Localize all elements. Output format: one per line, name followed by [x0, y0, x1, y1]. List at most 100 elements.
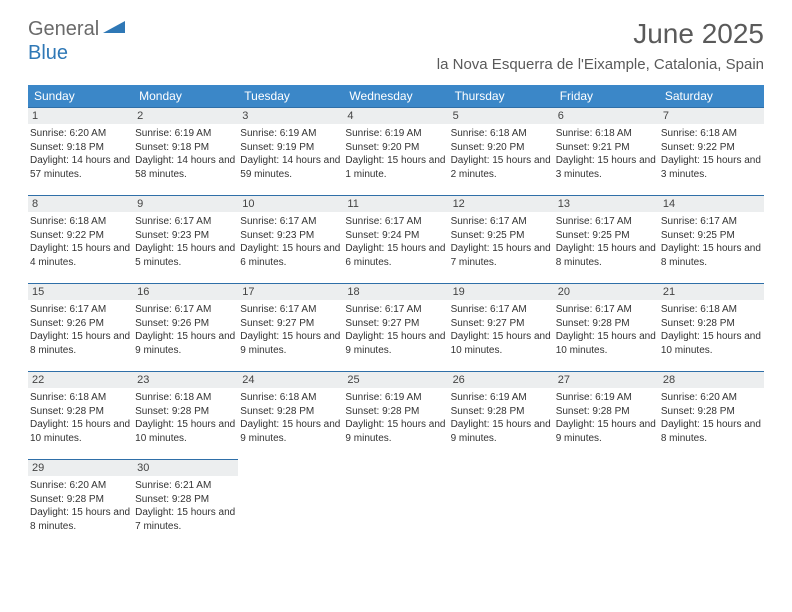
sunrise-text: Sunrise: 6:17 AM — [556, 215, 657, 229]
day-number: 7 — [659, 107, 764, 124]
day-details: Sunrise: 6:17 AMSunset: 9:26 PMDaylight:… — [28, 300, 133, 357]
daylight-text: Daylight: 15 hours and 8 minutes. — [30, 506, 131, 533]
daylight-text: Daylight: 15 hours and 9 minutes. — [556, 418, 657, 445]
sunrise-text: Sunrise: 6:18 AM — [451, 127, 552, 141]
daylight-text: Daylight: 15 hours and 3 minutes. — [661, 154, 762, 181]
sunrise-text: Sunrise: 6:17 AM — [661, 215, 762, 229]
logo-text-general: General — [28, 18, 99, 41]
day-details: Sunrise: 6:17 AMSunset: 9:23 PMDaylight:… — [133, 212, 238, 269]
sunrise-text: Sunrise: 6:17 AM — [556, 303, 657, 317]
sunrise-text: Sunrise: 6:19 AM — [345, 391, 446, 405]
daylight-text: Daylight: 15 hours and 10 minutes. — [451, 330, 552, 357]
sunrise-text: Sunrise: 6:18 AM — [135, 391, 236, 405]
sunrise-text: Sunrise: 6:17 AM — [451, 215, 552, 229]
day-number: 22 — [28, 371, 133, 388]
day-number: 24 — [238, 371, 343, 388]
day-number: 4 — [343, 107, 448, 124]
day-header-row: Sunday Monday Tuesday Wednesday Thursday… — [28, 85, 764, 107]
week-row: 22Sunrise: 6:18 AMSunset: 9:28 PMDayligh… — [28, 371, 764, 459]
sunset-text: Sunset: 9:28 PM — [135, 493, 236, 507]
day-cell: 5Sunrise: 6:18 AMSunset: 9:20 PMDaylight… — [449, 107, 554, 195]
month-title: June 2025 — [437, 18, 764, 50]
day-details: Sunrise: 6:19 AMSunset: 9:28 PMDaylight:… — [554, 388, 659, 445]
day-cell: 13Sunrise: 6:17 AMSunset: 9:25 PMDayligh… — [554, 195, 659, 283]
sunset-text: Sunset: 9:28 PM — [30, 405, 131, 419]
daylight-text: Daylight: 14 hours and 58 minutes. — [135, 154, 236, 181]
day-cell: 22Sunrise: 6:18 AMSunset: 9:28 PMDayligh… — [28, 371, 133, 459]
daylight-text: Daylight: 15 hours and 6 minutes. — [240, 242, 341, 269]
day-cell: 17Sunrise: 6:17 AMSunset: 9:27 PMDayligh… — [238, 283, 343, 371]
day-number: 25 — [343, 371, 448, 388]
header-friday: Friday — [554, 85, 659, 107]
daylight-text: Daylight: 15 hours and 9 minutes. — [135, 330, 236, 357]
daylight-text: Daylight: 15 hours and 2 minutes. — [451, 154, 552, 181]
sunset-text: Sunset: 9:28 PM — [240, 405, 341, 419]
day-number: 30 — [133, 459, 238, 476]
day-details: Sunrise: 6:19 AMSunset: 9:20 PMDaylight:… — [343, 124, 448, 181]
daylight-text: Daylight: 15 hours and 7 minutes. — [451, 242, 552, 269]
daylight-text: Daylight: 14 hours and 57 minutes. — [30, 154, 131, 181]
daylight-text: Daylight: 15 hours and 8 minutes. — [556, 242, 657, 269]
day-cell — [659, 459, 764, 547]
sunrise-text: Sunrise: 6:17 AM — [240, 215, 341, 229]
sunset-text: Sunset: 9:27 PM — [451, 317, 552, 331]
day-details: Sunrise: 6:19 AMSunset: 9:28 PMDaylight:… — [343, 388, 448, 445]
header-thursday: Thursday — [449, 85, 554, 107]
day-details: Sunrise: 6:17 AMSunset: 9:24 PMDaylight:… — [343, 212, 448, 269]
day-number: 9 — [133, 195, 238, 212]
day-details: Sunrise: 6:18 AMSunset: 9:28 PMDaylight:… — [659, 300, 764, 357]
day-cell: 26Sunrise: 6:19 AMSunset: 9:28 PMDayligh… — [449, 371, 554, 459]
header: General June 2025 la Nova Esquerra de l'… — [0, 0, 792, 77]
sunrise-text: Sunrise: 6:19 AM — [451, 391, 552, 405]
day-number: 17 — [238, 283, 343, 300]
header-saturday: Saturday — [659, 85, 764, 107]
day-number: 18 — [343, 283, 448, 300]
day-number: 14 — [659, 195, 764, 212]
daylight-text: Daylight: 15 hours and 10 minutes. — [661, 330, 762, 357]
day-cell — [238, 459, 343, 547]
calendar-body: 1Sunrise: 6:20 AMSunset: 9:18 PMDaylight… — [28, 107, 764, 547]
day-details: Sunrise: 6:17 AMSunset: 9:28 PMDaylight:… — [554, 300, 659, 357]
day-details: Sunrise: 6:17 AMSunset: 9:25 PMDaylight:… — [449, 212, 554, 269]
day-number: 21 — [659, 283, 764, 300]
sunset-text: Sunset: 9:21 PM — [556, 141, 657, 155]
sunrise-text: Sunrise: 6:19 AM — [135, 127, 236, 141]
header-wednesday: Wednesday — [343, 85, 448, 107]
day-number: 23 — [133, 371, 238, 388]
daylight-text: Daylight: 15 hours and 6 minutes. — [345, 242, 446, 269]
day-cell: 3Sunrise: 6:19 AMSunset: 9:19 PMDaylight… — [238, 107, 343, 195]
sunset-text: Sunset: 9:28 PM — [135, 405, 236, 419]
day-number: 29 — [28, 459, 133, 476]
day-details: Sunrise: 6:21 AMSunset: 9:28 PMDaylight:… — [133, 476, 238, 533]
day-number: 5 — [449, 107, 554, 124]
sunrise-text: Sunrise: 6:17 AM — [345, 303, 446, 317]
day-cell: 25Sunrise: 6:19 AMSunset: 9:28 PMDayligh… — [343, 371, 448, 459]
daylight-text: Daylight: 15 hours and 9 minutes. — [345, 330, 446, 357]
day-cell: 1Sunrise: 6:20 AMSunset: 9:18 PMDaylight… — [28, 107, 133, 195]
sunset-text: Sunset: 9:19 PM — [240, 141, 341, 155]
week-row: 1Sunrise: 6:20 AMSunset: 9:18 PMDaylight… — [28, 107, 764, 195]
day-details: Sunrise: 6:17 AMSunset: 9:26 PMDaylight:… — [133, 300, 238, 357]
day-number: 6 — [554, 107, 659, 124]
week-row: 15Sunrise: 6:17 AMSunset: 9:26 PMDayligh… — [28, 283, 764, 371]
sunset-text: Sunset: 9:23 PM — [240, 229, 341, 243]
sunrise-text: Sunrise: 6:18 AM — [240, 391, 341, 405]
sunrise-text: Sunrise: 6:19 AM — [556, 391, 657, 405]
daylight-text: Daylight: 15 hours and 5 minutes. — [135, 242, 236, 269]
daylight-text: Daylight: 15 hours and 7 minutes. — [135, 506, 236, 533]
day-cell: 24Sunrise: 6:18 AMSunset: 9:28 PMDayligh… — [238, 371, 343, 459]
day-cell: 23Sunrise: 6:18 AMSunset: 9:28 PMDayligh… — [133, 371, 238, 459]
day-cell: 30Sunrise: 6:21 AMSunset: 9:28 PMDayligh… — [133, 459, 238, 547]
day-details: Sunrise: 6:18 AMSunset: 9:20 PMDaylight:… — [449, 124, 554, 181]
sunrise-text: Sunrise: 6:20 AM — [661, 391, 762, 405]
sunrise-text: Sunrise: 6:18 AM — [556, 127, 657, 141]
day-cell: 9Sunrise: 6:17 AMSunset: 9:23 PMDaylight… — [133, 195, 238, 283]
day-number: 26 — [449, 371, 554, 388]
day-cell — [343, 459, 448, 547]
day-details: Sunrise: 6:17 AMSunset: 9:27 PMDaylight:… — [238, 300, 343, 357]
sunset-text: Sunset: 9:26 PM — [30, 317, 131, 331]
daylight-text: Daylight: 15 hours and 8 minutes. — [661, 418, 762, 445]
day-details: Sunrise: 6:18 AMSunset: 9:28 PMDaylight:… — [133, 388, 238, 445]
day-cell: 7Sunrise: 6:18 AMSunset: 9:22 PMDaylight… — [659, 107, 764, 195]
day-cell: 28Sunrise: 6:20 AMSunset: 9:28 PMDayligh… — [659, 371, 764, 459]
